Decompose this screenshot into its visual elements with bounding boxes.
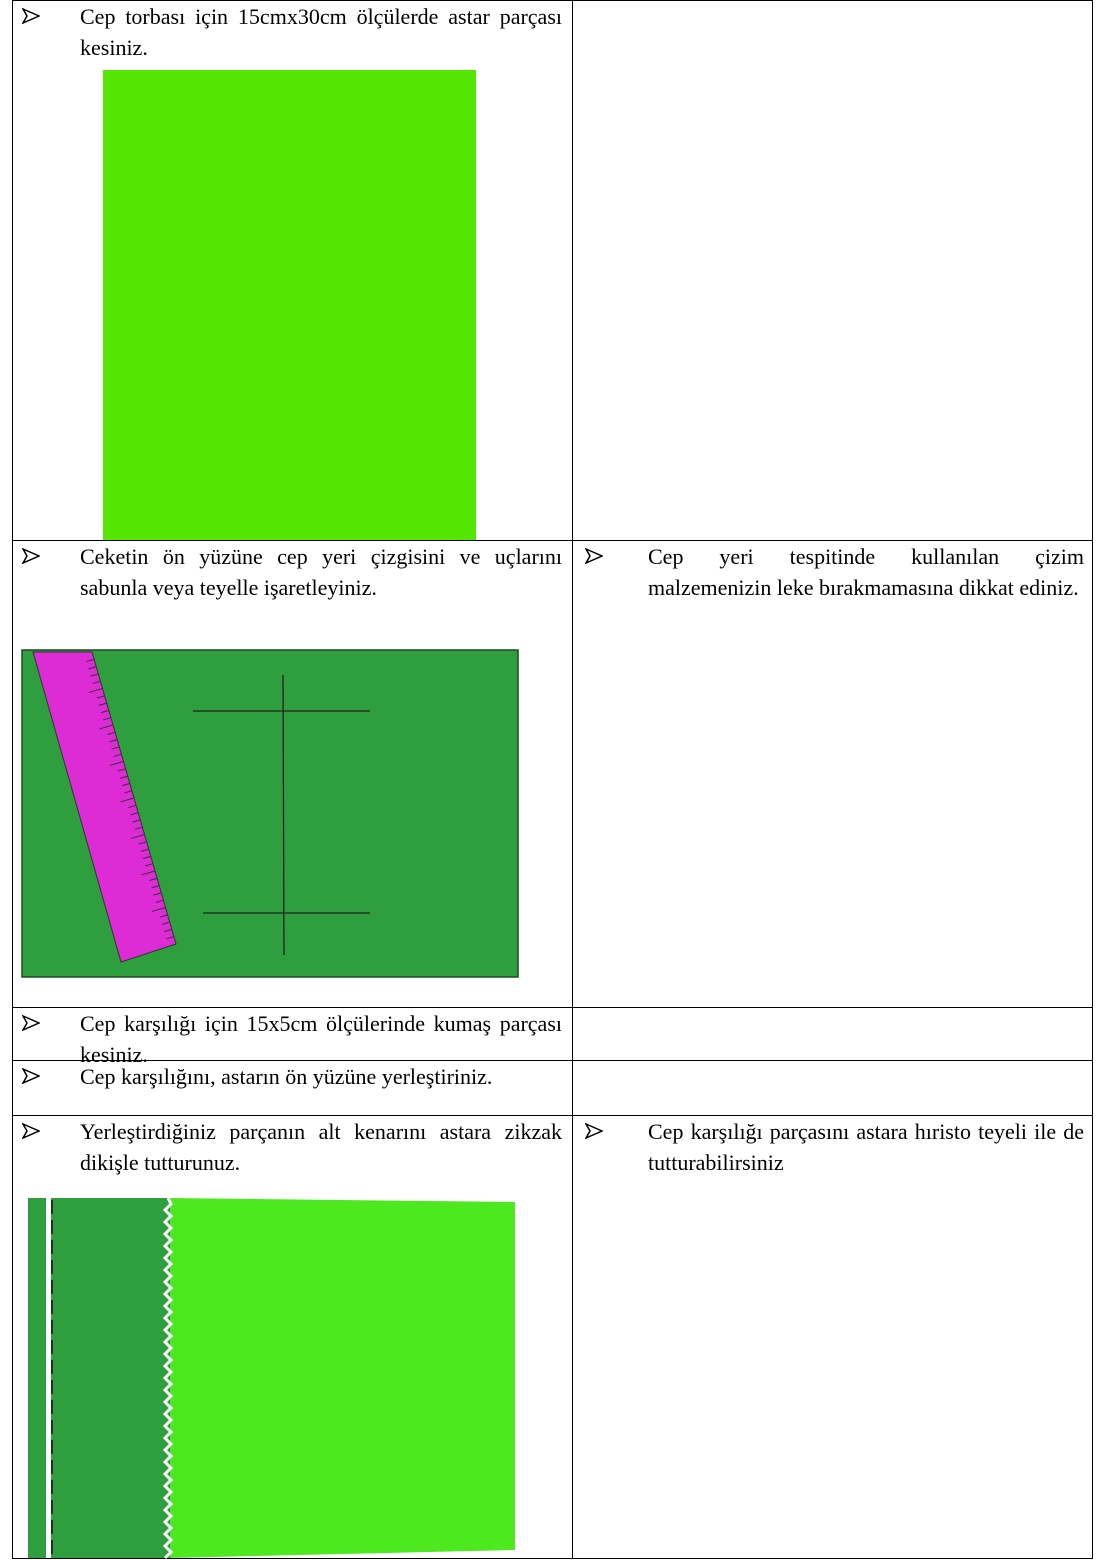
ruler-tick [130,812,139,816]
ruler-tick [124,790,133,794]
ruler-tick [128,804,137,809]
ruler-tick [109,761,124,766]
ruler-tick [99,724,114,730]
table-border [12,1060,1093,1061]
note: Cep karşılığı parçasını astara hıristo t… [648,1119,1084,1175]
ruler-tick [120,797,135,803]
table-border [12,0,13,1559]
ruler-tick [121,782,130,787]
ruler-tick [151,907,166,912]
instruction: Cep torbası için 15cmx30cm ölçülerde ast… [80,4,562,60]
ruler-tick [92,680,101,684]
ruler-tick [100,709,109,714]
ruler-tick [159,914,168,918]
marking-illustration [21,649,519,978]
instruction: Cep karşılığını, astarın ön yüzüne yerle… [80,1064,493,1089]
ruler-tick [109,739,118,743]
instruction: Cep karşılığı için 15x5cm ölçülerinde ku… [80,1011,562,1067]
ruler-tick [86,658,95,663]
ruler-tick [117,768,126,772]
bullet [22,1068,40,1084]
ruler-tick [141,870,156,876]
ruler-tick [142,855,151,860]
table-border [12,1115,1093,1116]
ruler-tick [96,695,105,699]
ruler-tick [161,921,170,925]
table-border [572,0,573,1559]
ruler-tick [166,936,175,940]
ruler-tick [107,731,116,736]
ruler-tick [145,863,154,867]
ruler-tick [153,892,162,896]
ruler-tick [130,834,145,839]
ruler-tick [149,877,158,882]
ruler-tick [140,848,149,852]
table-border [1092,0,1093,1559]
bullet [22,1015,40,1031]
bullet [22,548,40,564]
table-border [12,540,1093,541]
ruler-tick [103,717,112,721]
ruler-tick [98,702,107,706]
ruler-tick [111,746,120,750]
bullet [22,8,40,24]
ruler-tick [134,826,143,830]
table-border [12,0,1093,1]
bullet [22,1123,40,1139]
ruler-tick [163,928,172,933]
bullet [585,548,603,564]
note: Cep yeri tespitinde kullanılan çizim mal… [648,544,1084,600]
table-border [12,1558,1093,1559]
lining-illustration [103,70,476,540]
ruler-tick [155,899,164,903]
instruction: Ceketin ön yüzüne cep yeri çizgisini ve … [80,544,562,600]
instruction: Yerleştirdiğiniz parçanın alt kenarını a… [80,1119,562,1175]
bullet [585,1123,603,1139]
ruler-tick [132,819,141,823]
ruler-tick [119,775,128,779]
ruler-tick [151,885,160,889]
ruler-tick [90,673,99,677]
ruler-tick [88,666,97,670]
ruler-tick [138,841,147,845]
ruler-tick [88,688,103,693]
ruler-tick [113,753,122,757]
table-border [12,1007,1093,1008]
